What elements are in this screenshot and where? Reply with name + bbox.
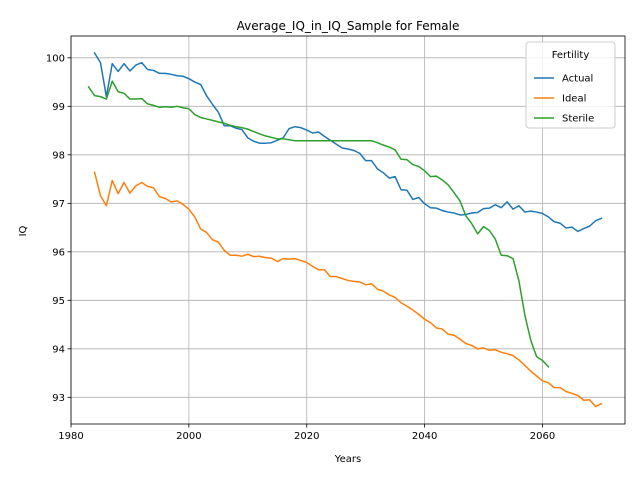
legend-label-actual: Actual xyxy=(562,74,593,85)
x-tick-label: 1980 xyxy=(58,431,83,442)
y-tick-label: 98 xyxy=(52,150,65,161)
series-line-actual xyxy=(93,51,603,233)
x-axis-label: Years xyxy=(334,454,361,465)
gridlines xyxy=(70,36,625,424)
y-tick-label: 95 xyxy=(52,296,65,307)
x-tick-label: 2040 xyxy=(412,431,437,442)
series-line-sterile xyxy=(87,80,550,368)
y-axis-label: IQ xyxy=(18,225,29,236)
legend-title: Fertility xyxy=(552,50,590,61)
legend-box xyxy=(525,41,616,129)
legend-label-sterile: Sterile xyxy=(562,114,594,125)
series-lines xyxy=(87,51,603,408)
plot-frame xyxy=(70,35,626,425)
series-line-ideal xyxy=(93,171,603,408)
y-axis-ticks: 93 94 95 96 97 98 99 100 xyxy=(46,53,71,404)
x-tick-label: 2000 xyxy=(176,431,201,442)
y-tick-label: 99 xyxy=(52,102,65,113)
x-tick-label: 2020 xyxy=(294,431,319,442)
y-tick-label: 96 xyxy=(52,247,65,258)
legend-entries: Actual Ideal Sterile xyxy=(534,74,594,125)
x-axis-ticks: 1980 2000 2020 2040 2060 xyxy=(58,424,555,442)
x-tick-label: 2060 xyxy=(530,431,555,442)
y-tick-label: 97 xyxy=(52,199,65,210)
y-tick-label: 93 xyxy=(52,393,65,404)
chart-title: Average_IQ_in_IQ_Sample for Female xyxy=(237,19,460,33)
y-tick-label: 100 xyxy=(46,53,65,64)
legend-label-ideal: Ideal xyxy=(562,94,586,105)
legend: Fertility Actual Ideal Sterile xyxy=(525,41,616,129)
y-tick-label: 94 xyxy=(52,344,65,355)
